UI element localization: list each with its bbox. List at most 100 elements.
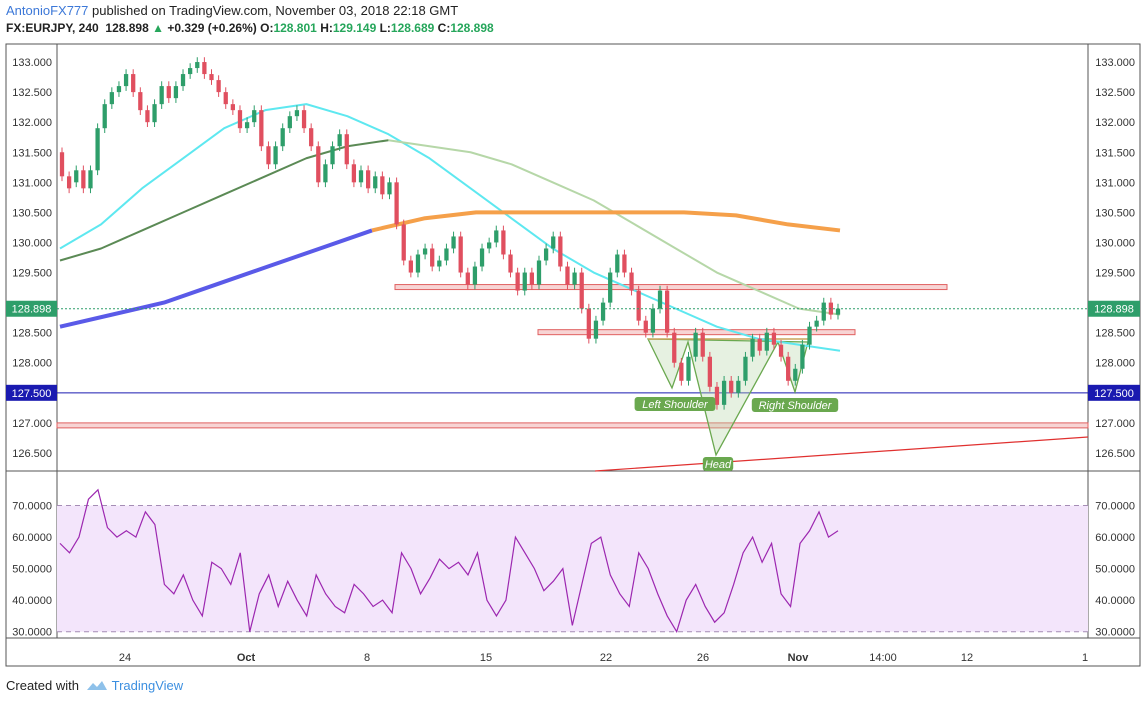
candle-body [522, 272, 527, 291]
author-link[interactable]: AntonioFX777 [6, 3, 89, 18]
price-tick-right: 130.500 [1095, 207, 1135, 219]
candle-body [764, 332, 769, 351]
head-label-bg [702, 457, 734, 471]
candle-body [622, 254, 627, 273]
up-arrow-icon: ▲ [152, 21, 165, 35]
candle-body [330, 146, 335, 165]
price-tick-left: 128.500 [12, 328, 52, 340]
rsi-tick-left: 70.0000 [12, 501, 52, 513]
last-price-tag [6, 300, 57, 317]
price-tick-right: 131.000 [1095, 177, 1135, 189]
candle-body [558, 236, 563, 267]
price-tick-left: 130.000 [12, 237, 52, 249]
candle-body [88, 170, 93, 189]
high-value: 129.149 [332, 21, 377, 35]
ema-slow-line-blue [59, 228, 373, 329]
ema-fast-line [59, 103, 841, 352]
candle-body [529, 272, 535, 285]
ema-slow-line-orange [371, 210, 841, 233]
rsi-tick-left: 40.0000 [12, 595, 52, 607]
candle-body [579, 272, 584, 309]
candle-body [479, 248, 485, 267]
candle-body [152, 104, 157, 123]
candle-body [131, 74, 136, 93]
candle-body [821, 302, 826, 321]
price-tick-right: 126.500 [1095, 448, 1135, 460]
candle-body [216, 80, 221, 93]
time-tick: Nov [788, 652, 810, 664]
candle-body [835, 308, 841, 315]
candle-body [707, 356, 712, 387]
price-tick-right: 133.000 [1095, 57, 1135, 69]
candle-body [778, 344, 784, 357]
time-tick: 12 [961, 652, 973, 664]
candle-body [95, 128, 100, 171]
tradingview-logo-icon[interactable] [86, 679, 108, 691]
rsi-tick-left: 30.0000 [12, 627, 52, 639]
candle-body [344, 134, 349, 165]
candle-body [786, 356, 791, 381]
candle-body [608, 272, 613, 303]
candle-body [380, 176, 385, 195]
last-price-label: 128.898 [12, 304, 52, 316]
price-tick-left: 131.500 [12, 147, 52, 159]
candle-body [721, 380, 727, 405]
rsi-band [57, 505, 1088, 632]
candle-body [736, 380, 741, 393]
candle-body [351, 164, 357, 183]
price-tick-left: 130.500 [12, 207, 52, 219]
candle-body [166, 86, 171, 99]
candle-body [373, 176, 378, 189]
candle-body [159, 86, 164, 105]
candle-body [593, 320, 599, 339]
candle-body [807, 326, 812, 345]
time-tick: 22 [600, 652, 612, 664]
candle-body [230, 104, 235, 111]
candle-body [195, 62, 200, 69]
candle-body [679, 362, 684, 381]
candle-body [237, 110, 243, 129]
rsi-tick-right: 50.0000 [1095, 564, 1135, 576]
candle-body [365, 170, 371, 189]
rsi-line [59, 488, 839, 634]
candle-body [565, 266, 570, 285]
candle-body [650, 308, 656, 333]
candle-body [750, 338, 755, 357]
candle-body [643, 320, 648, 333]
candle-body [800, 344, 805, 369]
left-shoulder-label-bg [634, 397, 716, 411]
last-price-label: 128.898 [1094, 304, 1134, 316]
price-tick-left: 129.500 [12, 268, 52, 280]
candle-body [74, 170, 79, 183]
price-tick-left: 128.000 [12, 358, 52, 370]
price-tick-left: 131.000 [12, 177, 52, 189]
rsi-tick-left: 50.0000 [12, 564, 52, 576]
hline-label: 127.500 [12, 388, 52, 400]
candle-body [714, 386, 720, 405]
price-change: +0.329 (+0.26%) [167, 21, 257, 35]
price-tick-left: 132.000 [12, 117, 52, 129]
candle-body [636, 290, 641, 321]
price-tick-right: 127.000 [1095, 418, 1135, 430]
candle-body [494, 230, 499, 243]
candle-body [693, 332, 698, 357]
candle-body [543, 248, 549, 261]
tradingview-link[interactable]: TradingView [111, 678, 184, 693]
candle-body [415, 254, 421, 273]
rsi-tick-right: 70.0000 [1095, 501, 1135, 513]
price-tick-left: 132.500 [12, 87, 52, 99]
candle-body [244, 122, 250, 129]
candle-body [59, 152, 65, 177]
candle-body [501, 230, 506, 255]
candle-body [657, 290, 663, 309]
high-label: H: [320, 21, 333, 35]
footer: Created with TradingView [6, 678, 183, 693]
candle-body [572, 272, 577, 285]
time-tick: 14:00 [869, 652, 897, 664]
candle-body [188, 68, 193, 75]
candle-body [451, 236, 456, 249]
candle-body [294, 110, 300, 117]
last-price: 128.898 [105, 21, 149, 35]
candle-body [173, 86, 179, 99]
